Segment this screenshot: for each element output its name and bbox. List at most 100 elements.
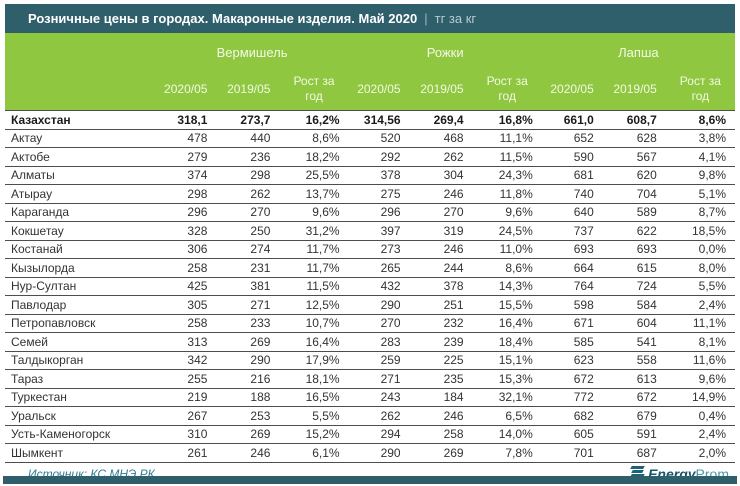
value-cell: 8,6% xyxy=(472,258,542,278)
value-cell: 232 xyxy=(409,314,473,333)
value-cell: 622 xyxy=(602,221,666,241)
value-cell: 374 xyxy=(155,166,217,185)
value-cell: 605 xyxy=(541,425,603,444)
value-cell: 271 xyxy=(348,369,410,389)
value-cell: 661,0 xyxy=(541,110,603,130)
value-cell: 16,2% xyxy=(279,110,349,130)
value-cell: 236 xyxy=(216,147,280,167)
value-cell: 298 xyxy=(155,184,217,204)
value-cell: 589 xyxy=(602,203,666,222)
col-growth: Рост за год xyxy=(486,74,528,103)
value-cell: 273,7 xyxy=(216,110,280,130)
value-cell: 269 xyxy=(409,443,473,463)
table-row: Атырау 298 262 13,7% 275 246 11,8% 740 704 5,1% xyxy=(5,184,735,204)
value-cell: 664 xyxy=(541,258,603,278)
value-cell: 279 xyxy=(155,147,217,167)
value-cell: 558 xyxy=(602,351,666,370)
value-cell: 5,5% xyxy=(665,277,735,296)
value-cell: 585 xyxy=(541,332,603,352)
value-cell: 682 xyxy=(541,406,603,426)
value-cell: 269,4 xyxy=(409,110,473,130)
value-cell: 608,7 xyxy=(602,110,666,130)
value-cell: 258 xyxy=(155,314,217,333)
value-cell: 0,0% xyxy=(665,240,735,259)
value-cell: 328 xyxy=(155,221,217,241)
value-cell: 294 xyxy=(348,425,410,444)
city-name: Актобе xyxy=(5,147,156,167)
value-cell: 8,1% xyxy=(665,332,735,352)
value-cell: 604 xyxy=(602,314,666,333)
value-cell: 693 xyxy=(602,240,666,259)
value-cell: 598 xyxy=(541,295,603,315)
value-cell: 2,4% xyxy=(665,425,735,444)
value-cell: 15,2% xyxy=(279,425,349,444)
table-row: Тараз 255 216 18,1% 271 235 15,3% 672 613 9,6% xyxy=(5,369,735,389)
group-header-row: Вермишель Рожки Лапша xyxy=(5,33,735,68)
value-cell: 681 xyxy=(541,166,603,185)
table-row: Казахстан 318,1 273,7 16,2% 314,56 269,4 16,8%… xyxy=(5,110,735,130)
table-row: Алматы 374 298 25,5% 378 304 24,3% 681 620 9,8% xyxy=(5,166,735,185)
value-cell: 270 xyxy=(216,203,280,222)
value-cell: 2,0% xyxy=(665,443,735,463)
city-name: Костанай xyxy=(5,240,156,259)
value-cell: 378 xyxy=(409,277,473,296)
col-2020-05: 2020/05 xyxy=(357,81,401,96)
value-cell: 262 xyxy=(216,184,280,204)
value-cell: 15,3% xyxy=(472,369,542,389)
value-cell: 304 xyxy=(409,166,473,185)
value-cell: 0,4% xyxy=(665,406,735,426)
city-name: Шымкент xyxy=(5,443,156,463)
table-row: Кокшетау 328 250 31,2% 397 319 24,5% 737 622 18,5… xyxy=(5,221,735,241)
value-cell: 269 xyxy=(216,332,280,352)
value-cell: 319 xyxy=(409,221,473,241)
value-cell: 12,5% xyxy=(279,295,349,315)
value-cell: 296 xyxy=(348,203,410,222)
value-cell: 11,0% xyxy=(472,240,542,259)
value-cell: 8,0% xyxy=(665,258,735,278)
value-cell: 11,7% xyxy=(279,258,349,278)
value-cell: 296 xyxy=(155,203,217,222)
city-name: Тараз xyxy=(5,369,156,389)
value-cell: 591 xyxy=(602,425,666,444)
value-cell: 652 xyxy=(541,129,603,148)
value-cell: 188 xyxy=(216,388,280,407)
table-row: Уральск 267 253 5,5% 262 246 6,5% 682 679 0,4% xyxy=(5,406,735,426)
value-cell: 342 xyxy=(155,351,217,370)
table-row: Семей 313 269 16,4% 283 239 18,4% 585 541 8,1% xyxy=(5,332,735,352)
value-cell: 5,1% xyxy=(665,184,735,204)
value-cell: 2,4% xyxy=(665,295,735,315)
value-cell: 253 xyxy=(216,406,280,426)
value-cell: 16,5% xyxy=(279,388,349,407)
value-cell: 11,5% xyxy=(472,147,542,167)
value-cell: 13,7% xyxy=(279,184,349,204)
value-cell: 271 xyxy=(216,295,280,315)
value-cell: 14,3% xyxy=(472,277,542,296)
value-cell: 18,2% xyxy=(279,147,349,167)
value-cell: 440 xyxy=(216,129,280,148)
table-row: Усть-Каменогорск 310 269 15,2% 294 258 14,0% 60… xyxy=(5,425,735,444)
value-cell: 259 xyxy=(348,351,410,370)
value-cell: 9,8% xyxy=(665,166,735,185)
value-cell: 184 xyxy=(409,388,473,407)
value-cell: 290 xyxy=(348,295,410,315)
value-cell: 258 xyxy=(409,425,473,444)
value-cell: 541 xyxy=(602,332,666,352)
value-cell: 8,7% xyxy=(665,203,735,222)
value-cell: 18,1% xyxy=(279,369,349,389)
value-cell: 318,1 xyxy=(155,110,217,130)
value-cell: 231 xyxy=(216,258,280,278)
table-row: Павлодар 305 271 12,5% 290 251 15,5% 598 584 2,4% xyxy=(5,295,735,315)
value-cell: 520 xyxy=(348,129,410,148)
value-cell: 14,0% xyxy=(472,425,542,444)
col-2020-05: 2020/05 xyxy=(550,81,594,96)
value-cell: 737 xyxy=(541,221,603,241)
table-row: Кызылорда 258 231 11,7% 265 244 8,6% 664 615 8,0% xyxy=(5,258,735,278)
value-cell: 740 xyxy=(541,184,603,204)
table-row: Петропавловск 258 233 10,7% 270 232 16,4% 671 60… xyxy=(5,314,735,333)
city-name: Атырау xyxy=(5,184,156,204)
bottom-accent-bar xyxy=(3,476,737,484)
value-cell: 18,5% xyxy=(665,221,735,241)
value-cell: 468 xyxy=(409,129,473,148)
value-cell: 6,1% xyxy=(279,443,349,463)
value-cell: 18,4% xyxy=(472,332,542,352)
